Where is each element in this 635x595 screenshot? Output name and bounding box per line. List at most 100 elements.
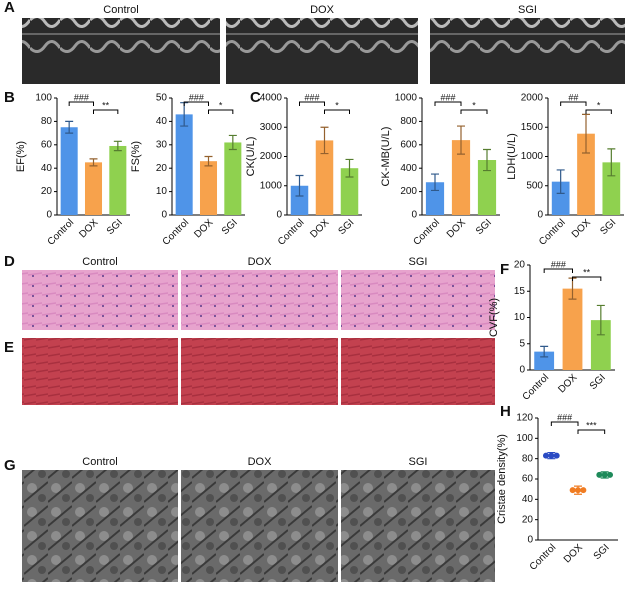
x-tick-label: SGI (588, 372, 608, 392)
significance-bracket (183, 101, 209, 106)
x-tick-label: DOX (445, 217, 468, 240)
significance-bracket (560, 101, 587, 106)
significance-label: ### (189, 92, 204, 102)
significance-label: * (335, 100, 339, 110)
panel-letter: A (4, 0, 15, 16)
y-tick-label: 0 (161, 210, 167, 221)
y-tick-label: 400 (400, 163, 417, 174)
x-tick-label: Control (276, 217, 307, 248)
significance-bracket (208, 109, 234, 114)
y-tick-label: 40 (41, 163, 53, 174)
x-tick-label: SGI (105, 217, 125, 237)
micrograph (22, 470, 178, 582)
image-label: SGI (409, 256, 428, 268)
mean-dot (580, 487, 587, 494)
y-tick-label: 20 (514, 260, 526, 271)
micrograph (181, 338, 338, 405)
x-tick-label: SGI (474, 217, 494, 237)
y-tick-label: 120 (516, 413, 533, 424)
bar (290, 185, 309, 215)
image-label: DOX (310, 4, 335, 16)
y-tick-label: 100 (516, 433, 533, 444)
significance-bracket (93, 109, 119, 114)
bar (425, 182, 445, 215)
x-tick-label: DOX (570, 217, 593, 240)
bar (315, 140, 334, 215)
micrograph (181, 270, 338, 330)
micrograph (226, 18, 418, 84)
y-tick-label: 20 (156, 163, 168, 174)
y-axis-label: EF(%) (15, 141, 27, 172)
y-tick-label: 20 (41, 186, 53, 197)
image-label: SGI (518, 4, 537, 16)
error-bar (65, 120, 74, 134)
micrograph (22, 270, 178, 330)
y-tick-label: 20 (522, 514, 534, 525)
significance-bracket (434, 101, 462, 106)
y-tick-label: 40 (522, 494, 534, 505)
error-bar (582, 113, 590, 154)
significance-label: ### (74, 92, 89, 102)
x-tick-label: Control (521, 372, 552, 403)
image-label: Control (82, 256, 117, 268)
image-label: Control (103, 4, 138, 16)
y-tick-label: 40 (156, 116, 168, 127)
x-tick-label: DOX (562, 542, 585, 565)
y-tick-label: 1500 (521, 122, 544, 133)
mean-dot (596, 471, 603, 478)
significance-label: ### (304, 92, 319, 102)
x-tick-label: SGI (220, 217, 240, 237)
micrograph (22, 18, 220, 84)
bar (590, 320, 611, 370)
bar (562, 288, 583, 370)
y-tick-label: 800 (400, 116, 417, 127)
error-bar (228, 134, 237, 151)
bar (451, 140, 471, 215)
y-tick-label: 1000 (521, 151, 544, 162)
error-bar (204, 155, 213, 167)
micrograph (181, 470, 338, 582)
y-tick-label: 15 (514, 286, 526, 297)
y-axis-label: Cristae density(%) (496, 434, 508, 524)
y-tick-label: 0 (519, 365, 525, 376)
micrograph (341, 270, 495, 330)
y-tick-label: 50 (156, 93, 168, 104)
panel-letter: F (500, 261, 509, 278)
bar (175, 114, 193, 215)
error-bar (113, 140, 122, 152)
y-tick-label: 80 (522, 453, 534, 464)
significance-bracket (68, 101, 94, 106)
image-label: Control (82, 456, 117, 468)
mean-dot (569, 487, 576, 494)
panel-letter: E (4, 339, 14, 356)
panel-letter: C (250, 89, 261, 106)
x-tick-label: Control (46, 217, 77, 248)
y-tick-label: 10 (514, 312, 526, 323)
significance-bracket (577, 429, 606, 434)
significance-bracket (572, 276, 602, 281)
error-bar (574, 485, 582, 495)
significance-label: * (472, 100, 476, 110)
x-tick-label: SGI (592, 542, 612, 562)
panel-letter: G (4, 457, 16, 474)
error-bar (483, 148, 491, 172)
significance-bracket (460, 109, 488, 114)
micrograph (341, 338, 495, 405)
y-tick-label: 4000 (260, 93, 283, 104)
y-tick-label: 80 (41, 116, 53, 127)
y-tick-label: 0 (276, 210, 282, 221)
significance-label: ## (568, 92, 578, 102)
significance-bracket (324, 109, 350, 114)
y-tick-label: 5 (519, 338, 525, 349)
image-label: DOX (248, 256, 273, 268)
image-panels (22, 18, 625, 582)
y-axis-label: LDH(U/L) (506, 133, 518, 179)
error-bar (547, 451, 556, 460)
y-tick-label: 2000 (521, 93, 544, 104)
bar (340, 168, 359, 215)
y-tick-label: 0 (537, 210, 543, 221)
error-bar (596, 304, 605, 336)
x-tick-label: Control (411, 217, 442, 248)
error-bar (457, 125, 465, 155)
y-tick-label: 2000 (260, 151, 283, 162)
